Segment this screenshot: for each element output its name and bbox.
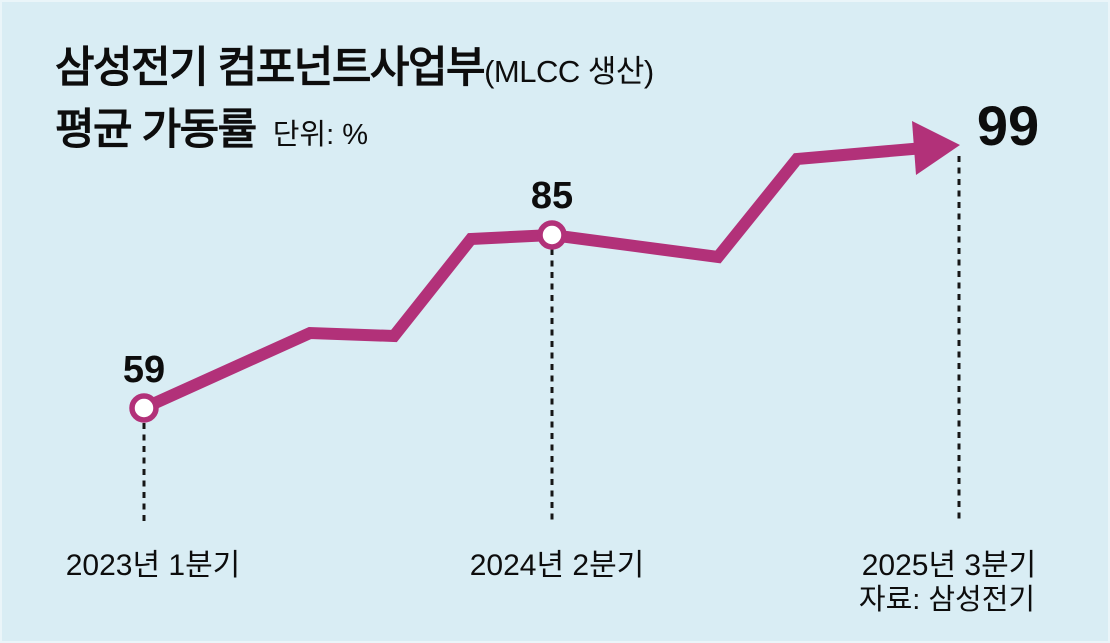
x-axis-label: 2024년 2분기: [470, 549, 645, 582]
value-label: 59: [123, 349, 165, 391]
chart-title-line1: 삼성전기 컴포넌트사업부(MLCC 생산): [55, 42, 654, 104]
trend-line: [141, 142, 925, 414]
value-label: 85: [531, 175, 573, 217]
chart-title-parenthetical: (MLCC 생산): [484, 54, 654, 89]
source-label: 자료: 삼성전기: [859, 584, 1035, 616]
value-label: 99: [977, 94, 1039, 157]
chart-title-main: 삼성전기 컴포넌트사업부: [55, 44, 486, 92]
x-axis-label: 2025년 3분기: [862, 549, 1037, 582]
chart-title-metric: 평균 가동률: [55, 106, 257, 154]
chart-title-block: 삼성전기 컴포넌트사업부(MLCC 생산) 평균 가동률 단위: %: [55, 42, 654, 166]
unit-label: 단위: %: [272, 119, 369, 151]
trend-arrowhead-icon: [912, 121, 960, 175]
chart-title-line2: 평균 가동률 단위: %: [55, 104, 654, 166]
x-axis-label: 2023년 1분기: [66, 549, 241, 582]
data-point-marker: [537, 220, 567, 250]
data-point-marker: [129, 393, 159, 423]
